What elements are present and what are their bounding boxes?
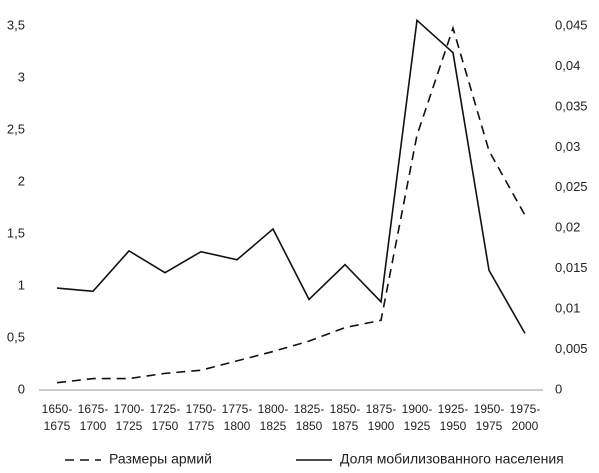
series-line xyxy=(56,25,526,384)
x-tick-label: 1700 xyxy=(80,419,107,433)
legend-label: Размеры армий xyxy=(109,451,212,467)
y2-tick-label: 0,04 xyxy=(555,58,580,73)
x-tick-label: 1825 xyxy=(260,419,287,433)
y-tick-label: 0 xyxy=(18,381,25,396)
x-tick-label: 1775 xyxy=(188,419,215,433)
y2-tick-label: 0,03 xyxy=(555,139,580,154)
x-tick-label: 1825- xyxy=(294,402,325,416)
x-tick-label: 1850- xyxy=(330,402,361,416)
y2-tick-label: 0 xyxy=(555,381,562,396)
y2-tick-label: 0,01 xyxy=(555,301,580,316)
x-tick-label: 1800- xyxy=(258,402,289,416)
x-tick-label: 1900- xyxy=(402,402,433,416)
y-tick-label: 3,5 xyxy=(7,17,25,32)
x-tick-label: 1950- xyxy=(474,402,505,416)
x-tick-label: 1975 xyxy=(476,419,503,433)
x-tick-label: 1700- xyxy=(114,402,145,416)
y2-tick-label: 0,005 xyxy=(555,341,588,356)
x-tick-label: 1925 xyxy=(404,419,431,433)
x-tick-label: 1650- xyxy=(42,402,73,416)
x-tick-label: 2000 xyxy=(512,419,539,433)
series-line xyxy=(56,18,526,334)
x-tick-label: 1725- xyxy=(150,402,181,416)
x-tick-label: 1900 xyxy=(368,419,395,433)
y2-tick-label: 0,035 xyxy=(555,98,588,113)
y2-tick-label: 0,045 xyxy=(555,17,588,32)
x-tick-label: 1775- xyxy=(222,402,253,416)
x-tick-label: 1975- xyxy=(510,402,541,416)
x-tick-label: 1875 xyxy=(332,419,359,433)
y2-tick-label: 0,02 xyxy=(555,220,580,235)
x-tick-label: 1750- xyxy=(186,402,217,416)
x-tick-label: 1750 xyxy=(152,419,179,433)
x-tick-label: 1675 xyxy=(44,419,71,433)
y-tick-label: 2 xyxy=(18,173,25,188)
x-tick-label: 1950 xyxy=(440,419,467,433)
x-tick-label: 1850 xyxy=(296,419,323,433)
x-tick-label: 1725 xyxy=(116,419,143,433)
y-tick-label: 0,5 xyxy=(7,329,25,344)
x-tick-label: 1800 xyxy=(224,419,251,433)
y2-tick-label: 0,025 xyxy=(555,179,588,194)
y-tick-label: 1,5 xyxy=(7,225,25,240)
y-tick-label: 2,5 xyxy=(7,121,25,136)
y2-tick-label: 0,015 xyxy=(555,260,588,275)
x-tick-label: 1675- xyxy=(78,402,109,416)
x-tick-label: 1875- xyxy=(366,402,397,416)
y-tick-label: 1 xyxy=(18,277,25,292)
y-tick-label: 3 xyxy=(18,69,25,84)
x-tick-label: 1925- xyxy=(438,402,469,416)
legend-label: Доля мобилизованного населения xyxy=(340,451,564,467)
